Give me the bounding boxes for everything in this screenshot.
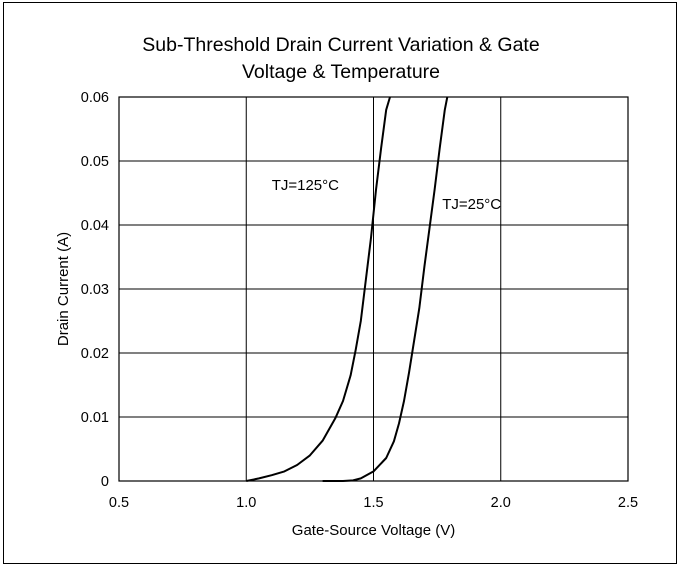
x-tick-label: 2.0	[491, 495, 511, 511]
series-line-tj25	[322, 96, 449, 482]
y-tick-label: 0.01	[81, 410, 109, 426]
chart-frame	[3, 2, 677, 564]
y-tick-label: 0.06	[81, 90, 109, 106]
series-group	[246, 96, 449, 482]
x-axis-label: Gate-Source Voltage (V)	[292, 522, 455, 539]
grid	[118, 96, 629, 482]
chart-title: Sub-Threshold Drain Current Variation & …	[0, 32, 682, 86]
y-tick-label: 0.03	[81, 282, 109, 298]
chart-title-line-2: Voltage & Temperature	[241, 61, 441, 83]
x-tick-label: 2.5	[618, 495, 638, 511]
x-tick-label: 1.5	[363, 495, 383, 511]
chart-title-line-1: Sub-Threshold Drain Current Variation & …	[142, 34, 540, 56]
y-axis-label: Drain Current (A)	[55, 232, 72, 346]
y-tick-label: 0	[101, 474, 109, 490]
y-tick-label: 0.04	[81, 218, 109, 234]
series-line-tj125	[246, 96, 391, 482]
annotations: TJ=125°C TJ=25°C	[272, 177, 502, 213]
annotation-tj25: TJ=25°C	[442, 196, 501, 213]
tick-labels: 0.5 1.0 1.5 2.0 2.5 0 0.01 0.02 0.03 0.04 0.05 0.06	[81, 90, 638, 511]
x-tick-label: 1.0	[236, 495, 256, 511]
annotation-tj125: TJ=125°C	[272, 177, 339, 194]
y-tick-label: 0.02	[81, 346, 109, 362]
plot-border	[118, 96, 629, 482]
x-tick-label: 0.5	[109, 495, 129, 511]
y-tick-label: 0.05	[81, 154, 109, 170]
